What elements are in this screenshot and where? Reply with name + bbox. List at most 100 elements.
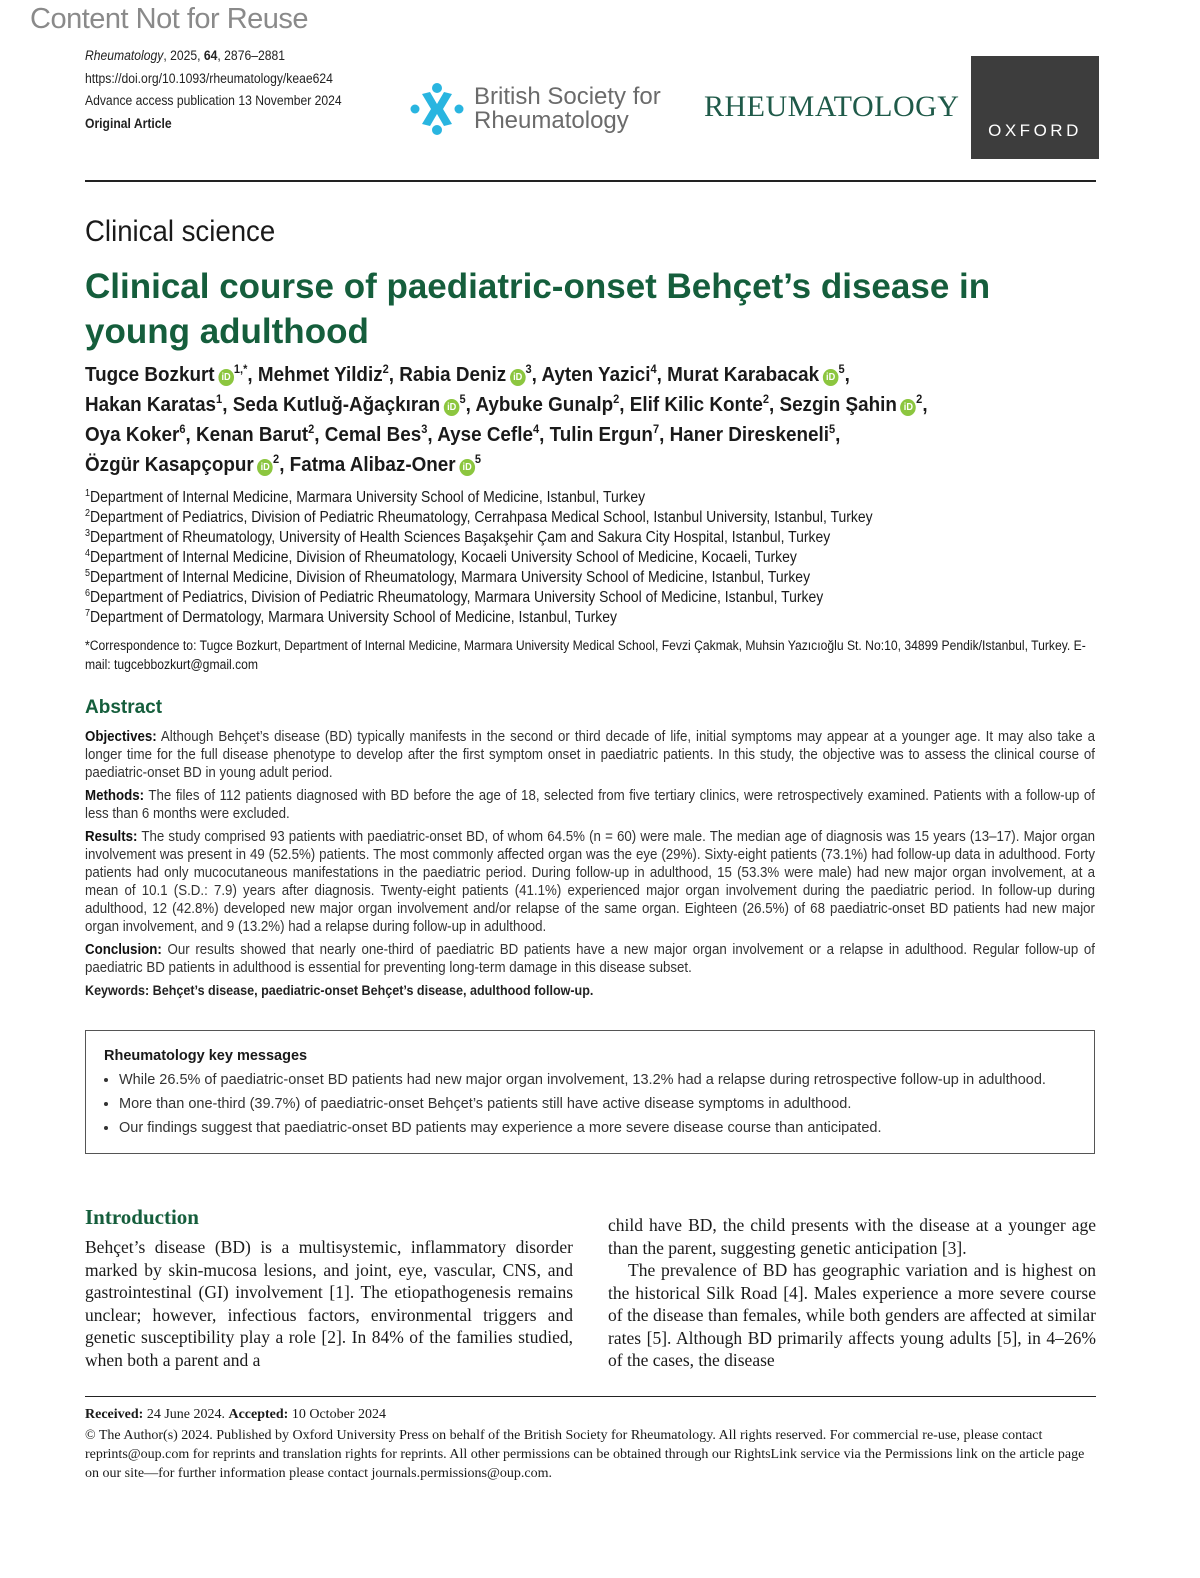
author[interactable]: Fatma Alibaz-Oner iD5 [290,453,481,476]
separator: , [531,363,542,386]
author[interactable]: Mehmet Yildiz2, [258,363,399,386]
affiliation-text: Department of Internal Medicine, Marmara… [90,489,646,506]
journal-logo: RHEUMATOLOGY [704,90,960,123]
author[interactable]: Hakan Karatas1, [85,393,233,416]
abstract-results: Results: The study comprised 93 patients… [85,828,1095,936]
author[interactable]: Özgür Kasapçopur iD2, [85,453,290,476]
affiliation-marker: 1,* [233,362,248,377]
orcid-icon[interactable]: iD [509,369,526,386]
article-meta: Rheumatology, 2025, 64, 2876–2881 https:… [85,45,342,135]
orcid-icon[interactable]: iD [257,459,274,476]
label: Results: [85,829,138,845]
keywords-label: Keywords: [85,983,150,998]
affiliation-marker: 2 [382,362,389,377]
orcid-icon[interactable]: iD [900,399,917,416]
author-name: Hakan Karatas [85,393,217,416]
author-name: Cemal Bes [324,423,422,446]
publisher-name: OXFORD [988,121,1082,140]
author-name: Aybuke Gunalp [475,393,614,416]
affiliation-marker: 2 [916,392,923,407]
separator: , [388,363,400,386]
separator: , [768,393,780,416]
header-divider [85,180,1096,182]
affiliation-number: 1 [85,487,91,499]
separator: , [465,393,476,416]
bsr-line2: Rheumatology [474,107,629,134]
affiliation-marker: 7 [652,422,660,437]
received-label: Received: [85,1406,144,1422]
affiliation: 6Department of Pediatrics, Division of P… [85,588,1096,608]
separator: , [922,393,928,416]
intro-left-column: Introduction Behçet’s disease (BD) is a … [85,1204,573,1372]
label: Objectives: [85,729,157,745]
orcid-icon[interactable]: iD [822,369,839,386]
author-name: Sezgin Şahin [779,393,897,416]
author-name: Kenan Barut [196,423,309,446]
received-date: 24 June 2024. [143,1406,229,1422]
oxford-logo: OXFORD [971,56,1099,159]
affiliation-number: 3 [85,527,91,539]
doi-link[interactable]: https://doi.org/10.1093/rheumatology/kea… [85,70,333,86]
affiliation-marker: 2 [762,392,769,407]
text: The study comprised 93 patients with pae… [85,829,1095,935]
bsr-line1: British Society for [474,83,661,110]
author[interactable]: Murat Karabacak iD5, [667,363,850,386]
abstract-conclusion: Conclusion: Our results showed that near… [85,941,1095,977]
affiliation-number: 2 [85,507,91,519]
author[interactable]: Tulin Ergun7, [550,423,670,446]
author[interactable]: Ayse Cefle4, [437,423,549,446]
footer: Received: 24 June 2024. Accepted: 10 Oct… [85,1405,1096,1483]
orcid-icon[interactable]: iD [443,399,460,416]
author[interactable]: Tugce Bozkurt iD1,*, [85,363,258,386]
pages: , 2876–2881 [217,48,285,63]
orcid-icon[interactable]: iD [459,459,475,476]
correspondence: *Correspondence to: Tugce Bozkurt, Depar… [85,638,1086,672]
author-name: Haner Direskeneli [669,423,829,446]
abstract-methods: Methods: The files of 112 patients diagn… [85,787,1095,823]
affiliation-text: Department of Pediatrics, Division of Pe… [90,509,873,526]
separator: , [427,423,438,446]
affiliation-text: Department of Internal Medicine, Divisio… [90,549,797,566]
intro-paragraph: Behçet’s disease (BD) is a multisystemic… [85,1237,573,1370]
author[interactable]: Haner Direskeneli5, [670,423,841,446]
section-label: Clinical science [85,215,276,248]
author-name: Seda Kutluğ-Ağaçkıran [232,393,441,416]
author[interactable]: Oya Koker6, [85,423,196,446]
abstract-objectives: Objectives: Although Behçet’s disease (B… [85,728,1095,782]
author[interactable]: Sezgin Şahin iD2, [779,392,928,416]
author-name: Murat Karabacak [667,363,820,386]
author[interactable]: Elif Kilic Konte2, [630,393,780,416]
author[interactable]: Ayten Yazici4, [541,363,667,386]
article-type: Original Article [85,115,172,131]
accepted-date: 10 October 2024 [288,1406,386,1422]
affiliation: 4Department of Internal Medicine, Divisi… [85,548,1096,568]
bsr-wordmark: British Society for Rheumatology [474,85,661,133]
orcid-icon[interactable]: iD [218,369,234,386]
abstract-heading: Abstract [85,697,163,718]
affiliation: 7Department of Dermatology, Marmara Univ… [85,608,1096,628]
author[interactable]: Rabia Deniz iD3, [399,363,541,386]
separator: , [247,363,258,386]
author-name: Ayse Cefle [437,423,533,446]
author[interactable]: Cemal Bes3, [325,423,437,446]
text: Although Behçet’s disease (BD) typically… [85,729,1095,781]
key-messages-list: While 26.5% of paediatric-onset BD patie… [86,1069,1094,1139]
author[interactable]: Aybuke Gunalp2, [475,393,629,416]
affiliation: 3Department of Rheumatology, University … [85,528,1096,548]
affiliation-marker: 5 [828,422,836,437]
author[interactable]: Kenan Barut2, [196,423,325,446]
author-name: Tugce Bozkurt [85,363,215,386]
journal-name: Rheumatology [85,48,164,63]
copyright: © The Author(s) 2024. Published by Oxfor… [85,1427,1085,1481]
author[interactable]: Seda Kutluğ-Ağaçkıran iD5, [233,393,476,416]
affiliation-number: 6 [85,587,91,599]
author-name: Elif Kilic Konte [629,393,763,416]
affiliation-marker: 4 [532,422,540,437]
introduction-heading: Introduction [85,1205,199,1229]
author-name: Özgür Kasapçopur [85,453,254,476]
label: Conclusion: [85,942,162,958]
article-body: Clinical science Clinical course of paed… [0,214,1096,1523]
affiliation-text: Department of Internal Medicine, Divisio… [90,569,811,586]
key-messages-heading: Rheumatology key messages [104,1048,308,1064]
